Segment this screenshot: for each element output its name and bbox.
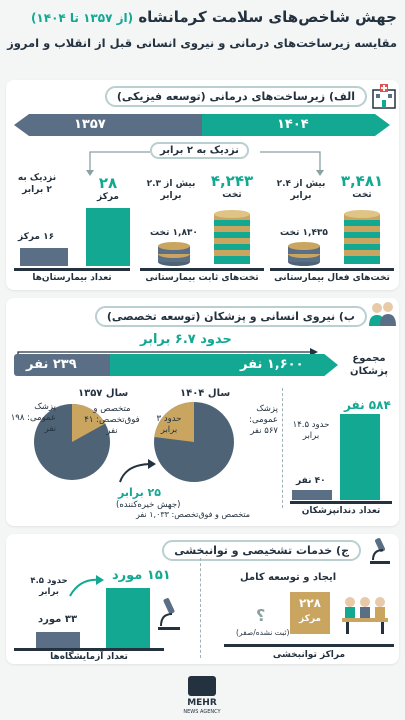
labs-new-value: ۱۵۱ مورد — [112, 568, 171, 583]
hospitals-old-bar — [20, 248, 68, 266]
active-beds-old-value: ۱,۴۳۵ تخت — [280, 228, 328, 238]
doctors-old-value: ۲۳۹ نفر — [26, 357, 77, 372]
labs-underline — [14, 648, 164, 651]
fixed-beds-new-unit: تخت — [222, 190, 242, 200]
rehab-zero-note: (ثبت نشده/صفر) — [236, 628, 290, 637]
hospitals-label: تعداد بیمارستان‌ها — [32, 273, 112, 283]
active-beds-note: بیش از ۲.۴ برابر — [276, 179, 326, 201]
rehab-value: ۲۲۸ — [299, 596, 321, 610]
old-gp-label: پزشک عمومی: ۱۹۸ نفر — [10, 402, 56, 434]
hospitals-new-bar — [86, 208, 130, 266]
active-beds-new-stack — [344, 210, 380, 264]
rehab-unit: مرکز — [298, 614, 321, 624]
spec-growth-arrow — [119, 459, 156, 483]
dentists-new-value: ۵۸۴ نفر — [344, 398, 391, 412]
rehab-underline — [224, 644, 394, 647]
rehab-divider — [200, 558, 201, 658]
fixed-beds-old-value: ۱,۸۳۰ تخت — [150, 228, 198, 238]
fixed-beds-note: بیش از ۲.۳ برابر — [146, 179, 196, 201]
dentists-divider — [282, 388, 283, 508]
dentists-label: تعداد دندانپزشکان — [301, 506, 381, 516]
mehr-logo: MEHR NEWS AGENCY — [182, 676, 222, 716]
doctors-old-bar: ۲۳۹ نفر — [14, 354, 110, 376]
hospitals-underline — [14, 268, 130, 271]
near-double-badge: نزدیک به ۲ برابر — [150, 142, 249, 159]
fixed-beds-new-stack — [214, 210, 250, 264]
doctors-new-bar: ۱,۶۰۰ نفر — [110, 354, 338, 376]
spec-growth-note: (جهش خیره‌کننده) — [116, 500, 181, 510]
section-a-heading: الف) زیرساخت‌های درمانی (توسعه فیزیکی) — [104, 86, 367, 107]
doctors-icon — [369, 302, 396, 326]
section-b-heading: ب) نیروی انسانی و پزشکان (توسعه تخصصی) — [94, 306, 367, 327]
labs-growth-arrow — [69, 575, 104, 597]
active-beds-new-value: ۳,۴۸۱ — [340, 172, 384, 190]
year-1404-label: سال ۱۴۰۴ — [180, 388, 231, 399]
page-subtitle: مقایسه زیرساخت‌های درمانی و نیروی انسانی… — [7, 36, 397, 50]
pie-1357 — [34, 403, 110, 480]
rehab-title: ایجاد و توسعه کامل — [240, 572, 337, 583]
labs-group: حدود ۴.۵ برابر ۱۵۱ مورد ۳۳ مورد — [14, 560, 184, 660]
brand-name: MEHR — [187, 698, 217, 708]
dentists-new-bar — [340, 414, 380, 500]
year-1357-label: سال ۱۳۵۷ — [78, 388, 129, 399]
rehab-new-bar: ۲۲۸ مرکز — [290, 592, 330, 634]
hospitals-new-value: ۲۸ — [98, 174, 118, 192]
hospitals-note: نزدیک به ۲ برابر — [17, 173, 57, 195]
new-gp-label: پزشک عمومی: ۵۶۷ نفر — [249, 404, 278, 436]
microscope-icon — [370, 538, 390, 564]
title-text: جهش شاخص‌های سلامت کرمانشاه — [138, 8, 397, 26]
hospitals-group: نزدیک به ۲ برابر ۲۸ مرکز ۱۶ مرکز — [14, 170, 132, 270]
hospitals-old-value: ۱۶ مرکز — [18, 232, 55, 242]
dentists-old-bar — [292, 490, 332, 500]
timeline-old-band: ۱۳۵۷ — [14, 114, 202, 136]
fixed-beds-group: بیش از ۲.۳ برابر ۴,۲۴۳ تخت ۱,۸۳۰ تخت — [140, 168, 264, 270]
fixed-beds-label: تخت‌های ثابت بیمارستانی — [145, 273, 259, 283]
doctors-new-value: ۱,۶۰۰ نفر — [240, 357, 304, 372]
new-spec-label: متخصص و فوق‌تخصص: ۱,۰۳۳ نفر — [136, 510, 251, 519]
active-beds-label: تخت‌های فعال بیمارستانی — [274, 273, 390, 283]
labs-old-bar — [36, 632, 80, 648]
labs-label: تعداد آزمایشگاه‌ها — [50, 652, 128, 662]
doctors-growth-note: حدود ۶.۷ برابر — [140, 332, 232, 347]
fixed-beds-new-value: ۴,۲۴۳ — [210, 172, 254, 190]
hospitals-new-unit: مرکز — [96, 192, 119, 202]
active-beds-group: بیش از ۲.۴ برابر ۳,۴۸۱ تخت ۱,۴۳۵ تخت — [270, 168, 394, 270]
mehr-logo-mark — [188, 676, 216, 696]
old-spec-label: متخصص و فوق‌تخصص: ۴۱ نفر — [84, 404, 140, 436]
dentists-underline — [290, 501, 392, 504]
labs-note: حدود ۴.۵ برابر — [30, 576, 68, 597]
labs-old-value: ۳۳ مورد — [38, 614, 78, 625]
new-ratio-label: حدود ۳ برابر — [156, 414, 182, 435]
active-beds-underline — [270, 268, 394, 271]
rehab-people-icon — [342, 597, 388, 634]
rehab-question: ؟ — [256, 606, 266, 625]
section-c-heading: ج) خدمات تشخیصی و توانبخشی — [162, 540, 361, 561]
active-beds-new-unit: تخت — [352, 190, 372, 200]
brand-sub: NEWS AGENCY — [183, 709, 221, 715]
pie-1404 — [154, 402, 234, 482]
spec-growth-value: ۲۵ برابر — [118, 486, 161, 499]
labs-new-bar — [106, 588, 150, 648]
page-title: جهش شاخص‌های سلامت کرمانشاه (از ۱۳۵۷ تا … — [7, 8, 397, 26]
title-years: (از ۱۳۵۷ تا ۱۴۰۴) — [30, 11, 134, 25]
year-old-label: ۱۳۵۷ — [74, 117, 106, 132]
year-new-label: ۱۴۰۴ — [277, 117, 309, 132]
fixed-beds-old-stack — [158, 242, 190, 266]
dentists-old-value: ۴۰ نفر — [296, 476, 326, 486]
growth-connector — [86, 151, 324, 176]
labs-microscope-icon — [158, 598, 180, 630]
doctors-total-label: مجموع پزشکان — [350, 353, 388, 377]
active-beds-old-stack — [288, 242, 320, 266]
hospital-icon — [372, 84, 396, 109]
rehab-label: مراکز توانبخشی — [272, 650, 346, 660]
timeline-new-band: ۱۴۰۴ — [202, 114, 390, 136]
fixed-beds-underline — [140, 268, 264, 271]
dentists-note: حدود ۱۴.۵ برابر — [292, 420, 330, 441]
